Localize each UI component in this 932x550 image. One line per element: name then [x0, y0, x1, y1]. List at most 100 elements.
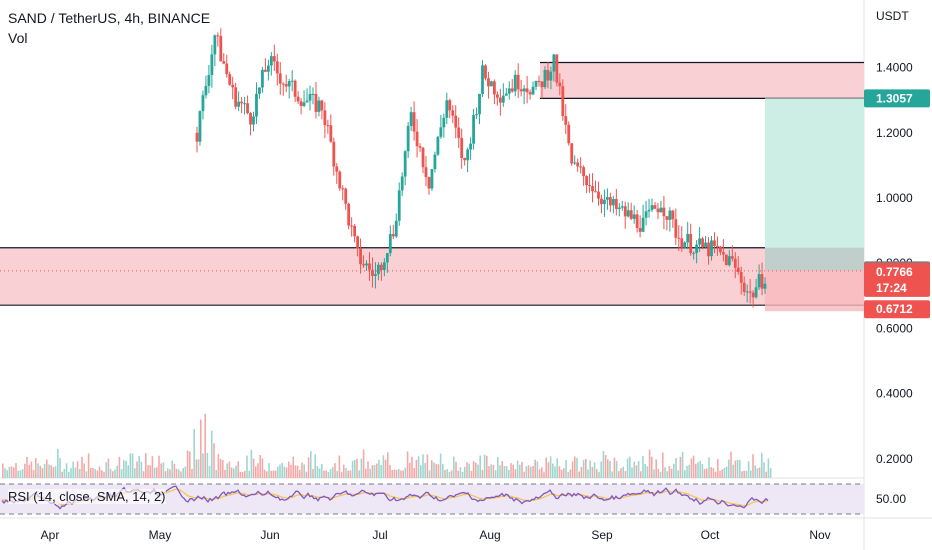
volume-bar — [134, 468, 136, 478]
volume-bar — [4, 468, 6, 478]
volume-bar — [160, 463, 162, 478]
volume-bar — [466, 462, 468, 478]
volume-bar — [296, 465, 299, 478]
candle-body — [501, 95, 505, 103]
volume-bar — [384, 459, 387, 478]
volume-bar — [549, 456, 552, 478]
volume-bar — [371, 465, 374, 478]
candle-body — [219, 36, 223, 62]
volume-bar — [233, 468, 235, 478]
candle-body — [492, 81, 496, 95]
volume-bar — [514, 469, 517, 478]
volume-bar — [565, 459, 567, 478]
volume-bar — [567, 471, 569, 478]
volume-bar — [659, 471, 662, 478]
candle-body — [475, 114, 478, 116]
volume-bar — [435, 463, 437, 478]
candle-body — [353, 225, 357, 237]
volume-bar — [15, 463, 17, 478]
price-tag — [864, 278, 930, 297]
volume-bar — [587, 469, 589, 478]
volume-bar — [618, 471, 620, 478]
candle-body — [368, 263, 371, 270]
volume-bar — [239, 471, 242, 478]
volume-bar — [213, 443, 215, 478]
candle-body — [507, 88, 511, 94]
volume-bar — [48, 464, 50, 478]
price-tag-label: 17:24 — [876, 281, 907, 295]
volume-bar — [670, 468, 673, 478]
candle-body — [329, 125, 333, 142]
candle-body — [478, 93, 481, 115]
candle-body — [757, 274, 761, 288]
volume-bar — [147, 465, 149, 478]
candle-body — [721, 252, 725, 255]
candle-body — [222, 61, 226, 64]
volume-bar — [28, 464, 30, 478]
candle-body — [314, 93, 318, 112]
volume-bar — [299, 469, 301, 478]
symbol-title[interactable]: SAND / TetherUS, 4h, BINANCE — [8, 10, 211, 26]
volume-bar — [574, 456, 576, 478]
volume-bar — [756, 468, 759, 478]
volume-bar — [39, 465, 41, 478]
volume-bar — [503, 466, 506, 478]
volume-bar — [63, 468, 66, 478]
volume-bar — [72, 461, 74, 478]
volume-bar — [211, 430, 213, 478]
volume-bar — [591, 466, 594, 478]
candle-body — [710, 240, 713, 257]
candle-body — [727, 256, 731, 266]
candle-body — [424, 167, 428, 178]
volume-bar — [730, 451, 732, 478]
volume-bar — [723, 467, 726, 478]
candle-body — [457, 127, 461, 138]
volume-bar — [6, 470, 8, 478]
volume-bar — [85, 471, 88, 478]
candle-body — [326, 125, 330, 127]
volume-bar — [358, 470, 360, 478]
volume-bar — [706, 468, 708, 478]
volume-bar — [725, 466, 728, 478]
volume-bar — [752, 454, 754, 478]
volume-bar — [17, 470, 19, 478]
candle-body — [388, 234, 392, 254]
candle-body — [198, 111, 202, 142]
volume-bar — [32, 470, 35, 478]
volume-bar — [230, 467, 233, 478]
volume-bar — [186, 450, 189, 478]
candle-body — [730, 256, 734, 259]
volume-bar — [444, 470, 446, 478]
volume-bar — [486, 455, 488, 478]
candle-body — [252, 116, 255, 125]
volume-bar — [395, 469, 398, 478]
volume-bar — [338, 455, 341, 478]
currency-label: USDT — [876, 9, 909, 23]
candle-body — [487, 78, 490, 87]
volume-bar — [362, 449, 365, 478]
volume-bar — [283, 466, 286, 478]
candle-body — [246, 103, 249, 114]
volume-bar — [310, 451, 312, 478]
volume-bar — [217, 454, 220, 478]
candle-body — [671, 210, 675, 220]
volume-bar — [61, 471, 63, 478]
rsi-label[interactable]: RSI (14, close, SMA, 14, 2) — [8, 489, 166, 504]
candle-body — [299, 101, 303, 106]
volume-bar — [640, 471, 642, 478]
candle-body — [751, 292, 755, 298]
volume-bar — [259, 454, 261, 478]
position-loss-area — [765, 270, 864, 312]
candle-body — [442, 117, 446, 128]
candle-body — [243, 103, 246, 105]
price-tag-label: 0.7766 — [876, 265, 913, 279]
candle-body — [537, 80, 541, 82]
volume-bar — [642, 455, 644, 478]
volume-bar — [578, 471, 580, 478]
candle-body — [620, 206, 624, 208]
volume-bar — [57, 448, 59, 478]
candle-body — [347, 203, 351, 226]
volume-bar — [651, 456, 653, 478]
volume-bar — [558, 466, 561, 478]
